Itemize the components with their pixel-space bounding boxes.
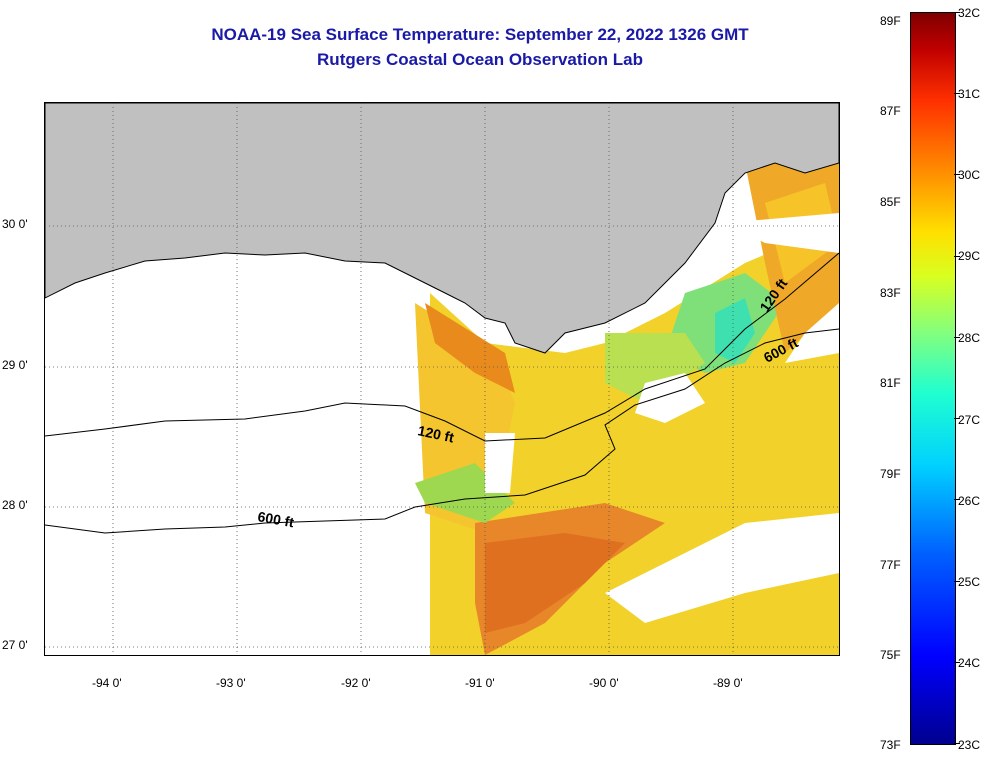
contour-label-600ft-west: 600 ft: [256, 508, 295, 530]
celsius-label: 32C: [958, 6, 981, 20]
colorbar-tick: [954, 661, 960, 663]
colorbar-tick: [954, 255, 960, 257]
fahrenheit-label: 75F: [880, 648, 901, 662]
lon-label: -94 0': [92, 676, 122, 690]
lon-label: -90 0': [589, 676, 619, 690]
fahrenheit-label: 83F: [880, 286, 901, 300]
fahrenheit-label: 79F: [880, 467, 901, 481]
celsius-label: 30C: [958, 168, 981, 182]
map-subtitle: Rutgers Coastal Ocean Observation Lab: [317, 50, 643, 69]
fahrenheit-label: 81F: [880, 376, 901, 390]
fahrenheit-label: 87F: [880, 104, 901, 118]
celsius-label: 26C: [958, 494, 981, 508]
lon-label: -89 0': [713, 676, 743, 690]
fahrenheit-label: 85F: [880, 195, 901, 209]
contour-600ft: [45, 328, 839, 534]
lat-label: 29 0': [2, 358, 28, 372]
fahrenheit-label: 89F: [880, 14, 901, 28]
sst-map: 120 ft 600 ft 120 ft 600 ft: [44, 102, 840, 656]
colorbar-tick: [954, 499, 960, 501]
colorbar-tick: [954, 580, 960, 582]
contour-120ft: [45, 252, 839, 442]
celsius-label: 24C: [958, 656, 981, 670]
celsius-label: 31C: [958, 87, 981, 101]
celsius-label: 27C: [958, 413, 981, 427]
celsius-label: 29C: [958, 249, 981, 263]
celsius-label: 23C: [958, 738, 981, 752]
fahrenheit-label: 77F: [880, 558, 901, 572]
contour-label-120ft-west: 120 ft: [416, 422, 455, 445]
map-title: NOAA-19 Sea Surface Temperature: Septemb…: [211, 25, 749, 44]
celsius-label: 25C: [958, 575, 981, 589]
colorbar-tick: [954, 174, 960, 176]
sst-field: [415, 143, 839, 655]
land-mass: [45, 103, 839, 354]
lon-label: -91 0': [465, 676, 495, 690]
lat-label: 28 0': [2, 498, 28, 512]
colorbar-tick: [954, 93, 960, 95]
colorbar-tick: [954, 418, 960, 420]
celsius-label: 28C: [958, 331, 981, 345]
temperature-colorbar: [910, 12, 956, 745]
lat-label: 27 0': [2, 638, 28, 652]
graticule: [45, 103, 839, 655]
colorbar-tick: [954, 743, 960, 744]
lon-label: -92 0': [341, 676, 371, 690]
colorbar-tick: [954, 336, 960, 338]
lat-label: 30 0': [2, 217, 28, 231]
depth-contours: [45, 252, 839, 534]
lon-label: -93 0': [216, 676, 246, 690]
fahrenheit-label: 73F: [880, 738, 901, 752]
colorbar-tick: [954, 12, 960, 13]
